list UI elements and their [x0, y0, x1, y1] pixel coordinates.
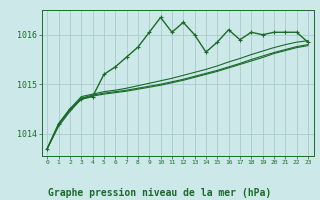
Text: Graphe pression niveau de la mer (hPa): Graphe pression niveau de la mer (hPa) [48, 188, 272, 198]
